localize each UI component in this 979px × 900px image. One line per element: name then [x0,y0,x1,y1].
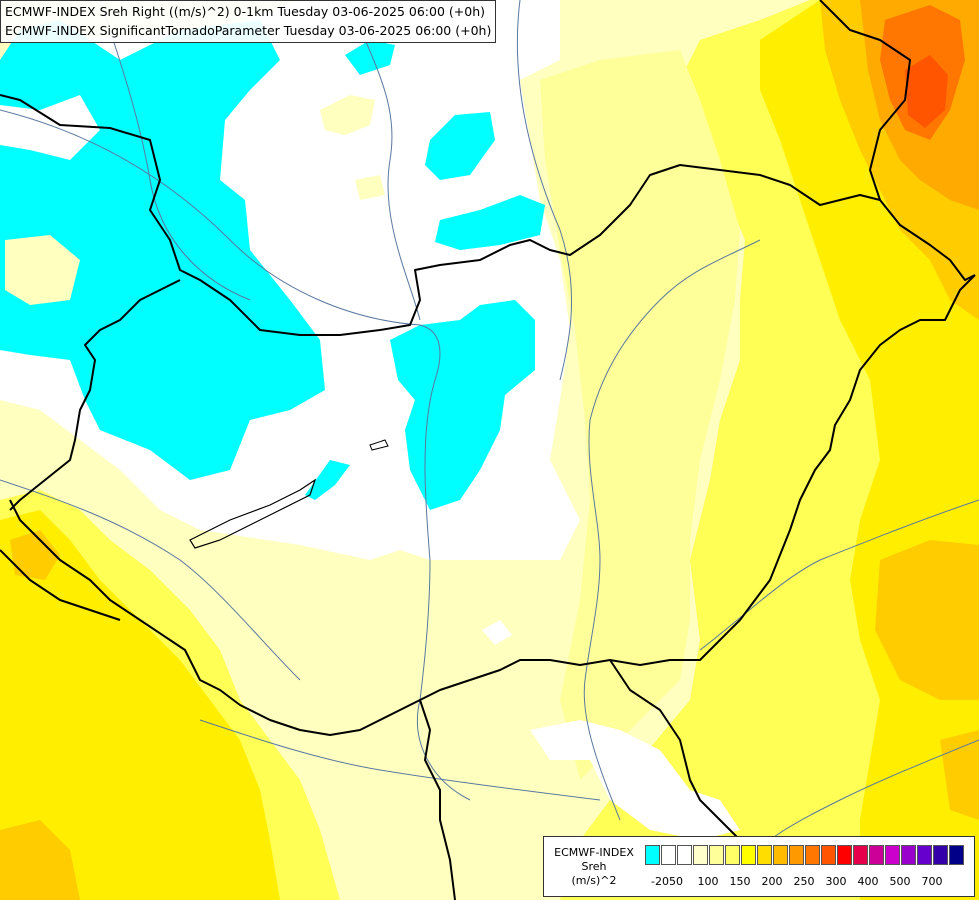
river-north-1 [349,0,421,321]
pale-patch-north-1 [320,95,375,135]
cyan-blob-central-3 [390,300,535,510]
legend-title-line-3: (m/s)^2 [571,874,617,887]
border-southeast [609,659,741,841]
legend-label: -20 [651,875,669,888]
legend-swatch [677,845,692,865]
legend-label: 100 [697,875,719,888]
river-west [0,479,301,681]
amber-patch-east-1 [875,540,979,700]
legend-title: ECMWF-INDEX Sreh (m/s)^2 [548,846,640,888]
pale-patch-north-2 [355,175,385,200]
legend-swatch [949,845,964,865]
legend-swatch [885,845,900,865]
legend-label: 150 [729,875,751,888]
legend-swatch [725,845,740,865]
legend-swatch [933,845,948,865]
map-title-line-2: ECMWF-INDEX SignificantTornadoParameter … [5,23,492,38]
river-south [199,719,601,801]
legend-color-bar [645,845,965,865]
legend-swatch [917,845,932,865]
amber-patch-southwest [0,820,80,900]
river-danube [0,109,471,801]
river-northwest [99,0,251,301]
legend-swatch [837,845,852,865]
river-east [699,499,979,651]
border-southwest [0,549,121,621]
cyan-blob-central-2 [435,195,545,250]
lake-balaton [189,478,317,549]
border-south [419,699,456,900]
legend-swatch [821,845,836,865]
pale-patch-west [5,235,80,305]
legend-label: 700 [921,875,943,888]
cyan-blob-south [305,460,350,500]
legend-swatch [741,845,756,865]
red-orange-core-northeast [905,55,948,128]
legend-title-line-1: ECMWF-INDEX [554,846,634,859]
legend-swatch [645,845,660,865]
color-legend: ECMWF-INDEX Sreh (m/s)^2 -20 50 100 150 200 2… [543,836,975,897]
border-north-west [0,94,976,336]
legend-label: 300 [825,875,847,888]
legend-swatch [709,845,724,865]
legend-swatch [805,845,820,865]
legend-label: 50 [669,875,683,888]
legend-label: 500 [889,875,911,888]
river-north-2 [516,0,572,381]
legend-labels: -20 50 100 150 200 250 300 400 500 700 [645,875,970,889]
gold-region-southwest [0,510,280,900]
legend-swatch [773,845,788,865]
legend-swatch [757,845,772,865]
legend-swatch [789,845,804,865]
legend-swatch [693,845,708,865]
white-patch-small [482,620,512,645]
lake-small [369,439,389,451]
amber-patch-southwest-2 [10,530,60,580]
border-east [9,274,976,736]
amber-patch-east-2 [940,730,979,820]
map-title-line-1: ECMWF-INDEX Sreh Right ((m/s)^2) 0-1km T… [5,4,485,19]
white-hole-west [0,95,100,160]
legend-swatch [853,845,868,865]
cyan-blob-central-1 [425,112,495,180]
cyan-blob-top [345,40,395,75]
legend-swatch [661,845,676,865]
map-title-box: ECMWF-INDEX Sreh Right ((m/s)^2) 0-1km T… [0,0,497,43]
legend-label: 250 [793,875,815,888]
border-west [9,279,181,511]
white-patch-south [530,720,740,840]
border-northeast [819,0,911,201]
legend-swatch [869,845,884,865]
light-yellow-region-central-east [540,50,740,780]
legend-swatch [901,845,916,865]
legend-label: 200 [761,875,783,888]
rivers [0,0,979,871]
legend-title-line-2: Sreh [581,860,607,873]
legend-label: 400 [857,875,879,888]
river-tisza [583,239,761,821]
